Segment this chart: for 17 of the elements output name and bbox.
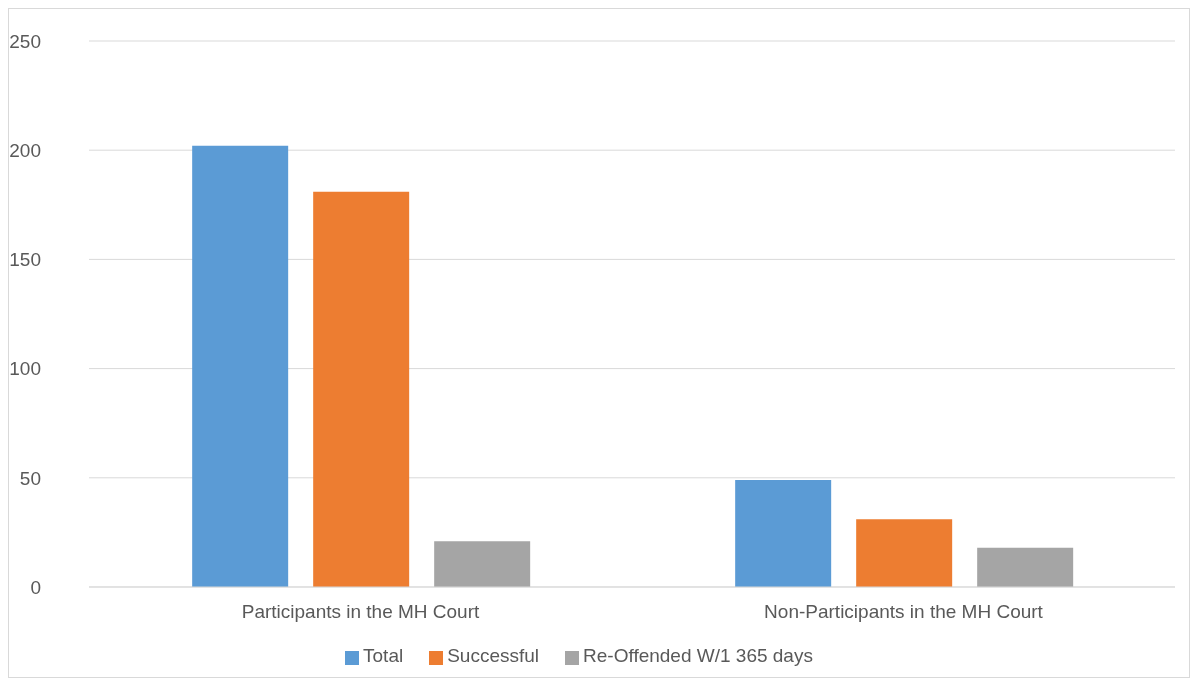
bar [313,191,410,587]
legend-label: Successful [447,645,540,666]
bar [856,519,953,587]
bar [192,145,289,587]
y-tick-label: 200 [9,139,41,161]
bar [434,541,531,587]
x-tick-label: Participants in the MH Court [241,601,481,623]
legend-label: Total [363,645,404,666]
bar [977,547,1074,587]
y-tick-label: 0 [30,576,41,598]
y-tick-label: 50 [19,467,41,489]
bar [735,479,832,587]
y-tick-label: 150 [9,249,41,271]
y-tick-label: 100 [9,358,41,380]
x-tick-label: Non-Participants in the MH Court [764,601,1044,623]
legend-label: Re-Offended W/1 365 days [583,645,813,666]
y-tick-label: 250 [9,30,41,52]
